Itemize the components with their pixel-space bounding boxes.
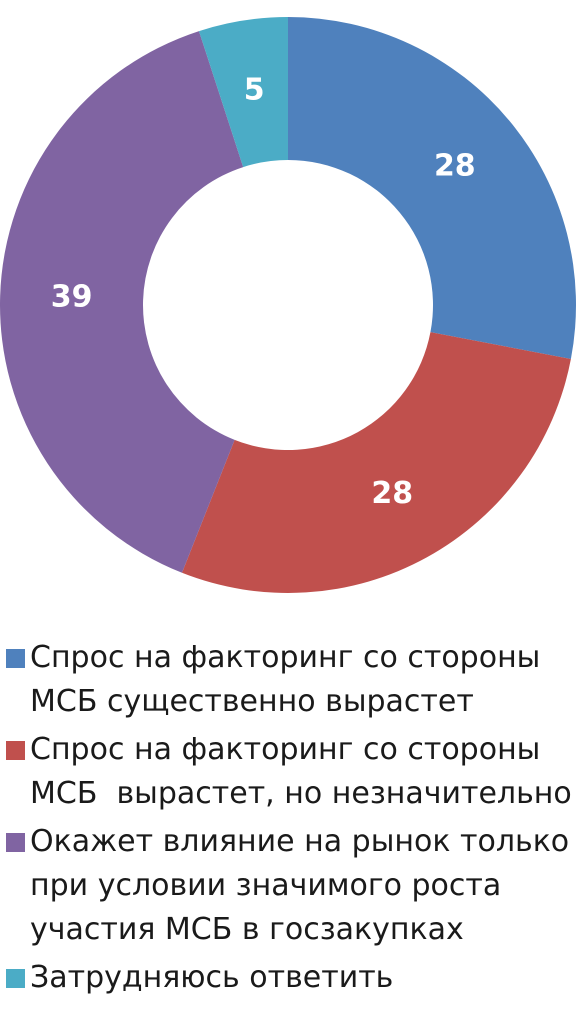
legend-swatch xyxy=(6,649,25,668)
legend-label: Затрудняюсь ответить xyxy=(30,960,394,995)
legend-label: Спрос на факторинг со стороны МСБ сущест… xyxy=(30,640,541,719)
legend-item: Спрос на факторинг со стороны МСБ сущест… xyxy=(0,636,576,724)
donut-slice xyxy=(288,17,576,359)
donut-slice xyxy=(199,17,288,168)
legend-swatch xyxy=(6,833,25,852)
data-label: 28 xyxy=(371,476,413,511)
donut-slice xyxy=(0,31,244,573)
data-label: 39 xyxy=(51,280,93,315)
legend-item: Окажет влияние на рынок только при услов… xyxy=(0,820,576,952)
legend-label: Спрос на факторинг со стороны МСБ выраст… xyxy=(30,732,572,811)
legend-swatch xyxy=(6,969,25,988)
chart: 28 28 39 5 xyxy=(0,17,576,593)
legend: Спрос на факторинг со стороны МСБ сущест… xyxy=(0,636,576,1004)
legend-swatch xyxy=(6,741,25,760)
data-label: 5 xyxy=(244,73,265,108)
legend-item: Затрудняюсь ответить xyxy=(0,956,576,1000)
donut-slice xyxy=(181,332,571,593)
data-label: 28 xyxy=(434,148,476,183)
legend-item: Спрос на факторинг со стороны МСБ выраст… xyxy=(0,728,576,816)
legend-label: Окажет влияние на рынок только при услов… xyxy=(30,824,570,947)
